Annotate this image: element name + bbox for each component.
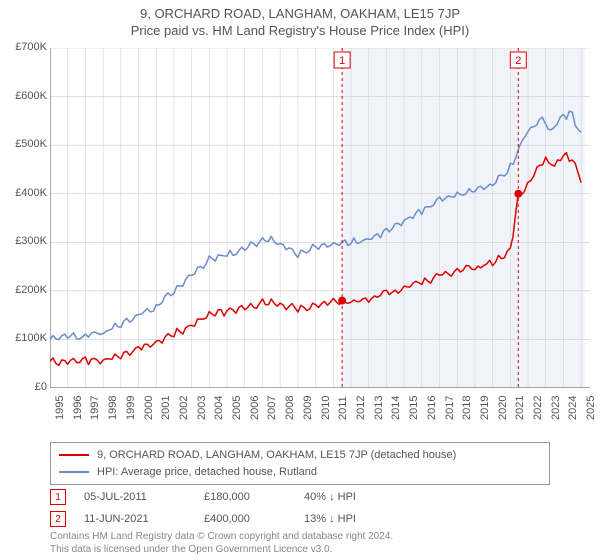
data-point-date: 05-JUL-2011	[84, 491, 204, 503]
legend-label: 9, ORCHARD ROAD, LANGHAM, OAKHAM, LE15 7…	[97, 447, 456, 464]
x-tick-label: 2006	[249, 396, 261, 420]
x-tick-label: 1998	[107, 396, 119, 420]
legend-swatch	[59, 454, 89, 456]
y-tick-label: £300K	[2, 235, 47, 247]
y-tick-label: £100K	[2, 332, 47, 344]
attribution-line2: This data is licensed under the Open Gov…	[50, 543, 393, 556]
x-tick-label: 1996	[72, 396, 84, 420]
data-point-price: £180,000	[204, 491, 304, 503]
marker-badge: 1	[334, 52, 350, 68]
y-tick-label: £700K	[2, 41, 47, 53]
x-tick-label: 2020	[497, 396, 509, 420]
y-tick-label: £500K	[2, 138, 47, 150]
x-tick-label: 2007	[266, 396, 278, 420]
legend: 9, ORCHARD ROAD, LANGHAM, OAKHAM, LE15 7…	[50, 442, 550, 485]
x-tick-label: 2015	[408, 396, 420, 420]
line-chart: 12	[50, 48, 590, 388]
x-tick-label: 2013	[373, 396, 385, 420]
x-tick-label: 2025	[585, 396, 597, 420]
marker-dot	[338, 297, 346, 305]
marker-dot	[514, 190, 522, 198]
data-point-badge: 2	[50, 511, 66, 527]
attribution-line1: Contains HM Land Registry data © Crown c…	[50, 530, 393, 543]
legend-row: HPI: Average price, detached house, Rutl…	[59, 464, 541, 481]
x-tick-label: 2012	[355, 396, 367, 420]
x-tick-label: 2024	[567, 396, 579, 420]
x-tick-label: 2021	[514, 396, 526, 420]
x-tick-label: 2022	[532, 396, 544, 420]
y-tick-label: £400K	[2, 187, 47, 199]
svg-text:1: 1	[339, 55, 345, 67]
svg-text:2: 2	[515, 55, 521, 67]
x-tick-label: 2009	[302, 396, 314, 420]
x-tick-label: 2019	[479, 396, 491, 420]
legend-label: HPI: Average price, detached house, Rutl…	[97, 464, 317, 481]
x-tick-label: 2010	[320, 396, 332, 420]
y-tick-label: £200K	[2, 284, 47, 296]
data-point-row: 2 11-JUN-2021£400,00013% ↓ HPI	[50, 508, 550, 530]
data-point-badge: 1	[50, 489, 66, 505]
marker-badge: 2	[510, 52, 526, 68]
attribution: Contains HM Land Registry data © Crown c…	[50, 530, 393, 556]
data-points-table: 1 05-JUL-2011£180,00040% ↓ HPI 2 11-JUN-202…	[50, 486, 550, 530]
x-tick-label: 1999	[125, 396, 137, 420]
highlight-band	[342, 48, 585, 388]
data-point-date: 11-JUN-2021	[84, 513, 204, 525]
chart-area: 12	[50, 48, 590, 408]
x-tick-label: 2016	[426, 396, 438, 420]
y-tick-label: £0	[2, 381, 47, 393]
x-tick-label: 1997	[89, 396, 101, 420]
chart-title: 9, ORCHARD ROAD, LANGHAM, OAKHAM, LE15 7…	[0, 0, 600, 21]
data-point-delta: 13% ↓ HPI	[304, 513, 424, 525]
data-point-delta: 40% ↓ HPI	[304, 491, 424, 503]
y-tick-label: £600K	[2, 90, 47, 102]
legend-swatch	[59, 471, 89, 473]
x-tick-label: 2008	[284, 396, 296, 420]
x-tick-label: 2018	[461, 396, 473, 420]
x-tick-label: 1995	[54, 396, 66, 420]
x-tick-label: 2023	[550, 396, 562, 420]
x-tick-label: 2000	[143, 396, 155, 420]
data-point-row: 1 05-JUL-2011£180,00040% ↓ HPI	[50, 486, 550, 508]
data-point-price: £400,000	[204, 513, 304, 525]
chart-subtitle: Price paid vs. HM Land Registry's House …	[0, 21, 600, 42]
x-tick-label: 2002	[178, 396, 190, 420]
x-tick-label: 2014	[390, 396, 402, 420]
legend-row: 9, ORCHARD ROAD, LANGHAM, OAKHAM, LE15 7…	[59, 447, 541, 464]
x-tick-label: 2003	[196, 396, 208, 420]
x-tick-label: 2005	[231, 396, 243, 420]
x-tick-label: 2011	[337, 396, 349, 420]
x-tick-label: 2017	[444, 396, 456, 420]
x-tick-label: 2001	[160, 396, 172, 420]
x-tick-label: 2004	[213, 396, 225, 420]
